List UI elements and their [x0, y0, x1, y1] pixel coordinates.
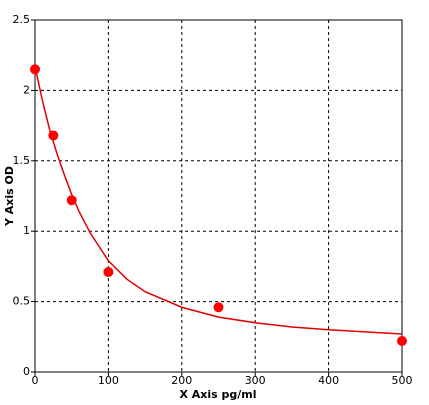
- y-tick-label: 1: [23, 224, 30, 237]
- y-tick-label: 2: [23, 83, 30, 96]
- x-tick-label: 100: [98, 374, 119, 387]
- y-tick-label: 0.5: [13, 295, 31, 308]
- x-tick-label: 200: [171, 374, 192, 387]
- y-tick-label: 1.5: [13, 154, 31, 167]
- y-axis-title: Y Axis OD: [3, 166, 16, 227]
- x-tick-label: 0: [32, 374, 39, 387]
- data-point: [30, 64, 40, 75]
- y-tick-label: 2.5: [13, 13, 31, 26]
- x-tick-label: 400: [318, 374, 339, 387]
- y-tick-label: 0: [23, 365, 30, 378]
- x-tick-label: 500: [392, 374, 413, 387]
- x-axis-title: X Axis pg/ml: [179, 388, 256, 401]
- data-point: [397, 336, 407, 347]
- data-point: [103, 267, 114, 278]
- data-point: [213, 302, 224, 313]
- x-tick-label: 300: [245, 374, 266, 387]
- fit-curve: [34, 66, 403, 335]
- data-point: [48, 130, 59, 141]
- plot-frame: [34, 19, 403, 373]
- data-point: [66, 195, 77, 206]
